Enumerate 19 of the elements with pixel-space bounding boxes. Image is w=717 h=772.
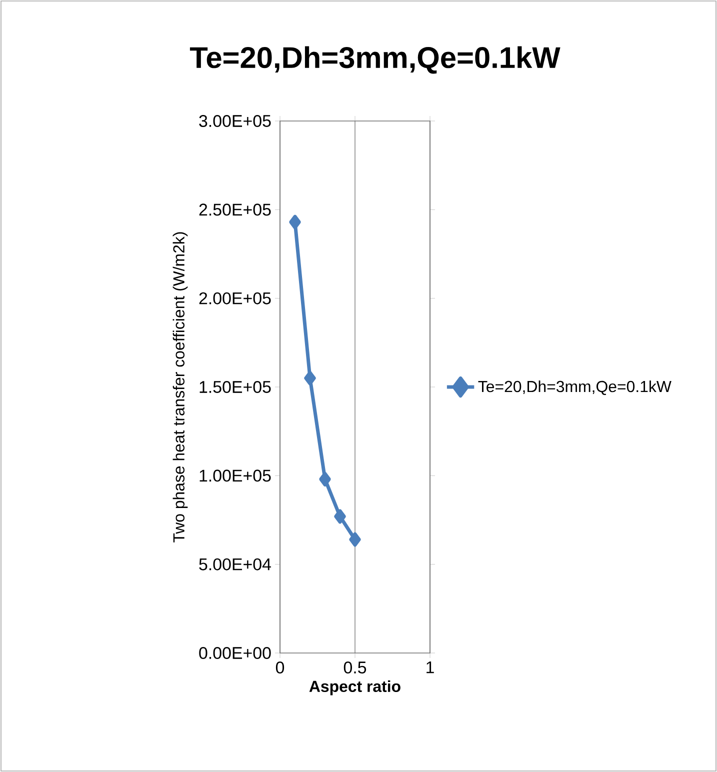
y-axis-title: Two phase heat transfer coefficient (W/m2k) — [172, 232, 188, 542]
x-axis-title: Aspect ratio — [309, 680, 400, 696]
y-tick-label: 1.00E+05 — [200, 470, 271, 482]
point — [289, 214, 301, 230]
point — [334, 509, 346, 524]
y-tick-label: 1.50E+05 — [200, 380, 271, 393]
y-tick-label: 5.00E+04 — [199, 558, 271, 570]
legend-label: Te=20,Dh=3mm,Qe=0.1kW — [478, 380, 672, 396]
point — [319, 472, 331, 486]
y-tick-label: 0.00E+00 — [199, 646, 271, 659]
chart-title: Te=20,Dh=3mm,Qe=0.1kW — [190, 46, 560, 74]
y-tick-label: 2.50E+05 — [199, 204, 271, 216]
point — [304, 370, 316, 386]
y-tick-label: 3.00E+05 — [199, 114, 271, 127]
point — [349, 532, 361, 547]
x-tick-label: 0.5 — [344, 662, 366, 674]
x-tick-label: 0 — [276, 662, 284, 674]
x-tick-label: 1 — [426, 662, 434, 674]
y-tick-label: 2.00E+05 — [199, 292, 271, 304]
